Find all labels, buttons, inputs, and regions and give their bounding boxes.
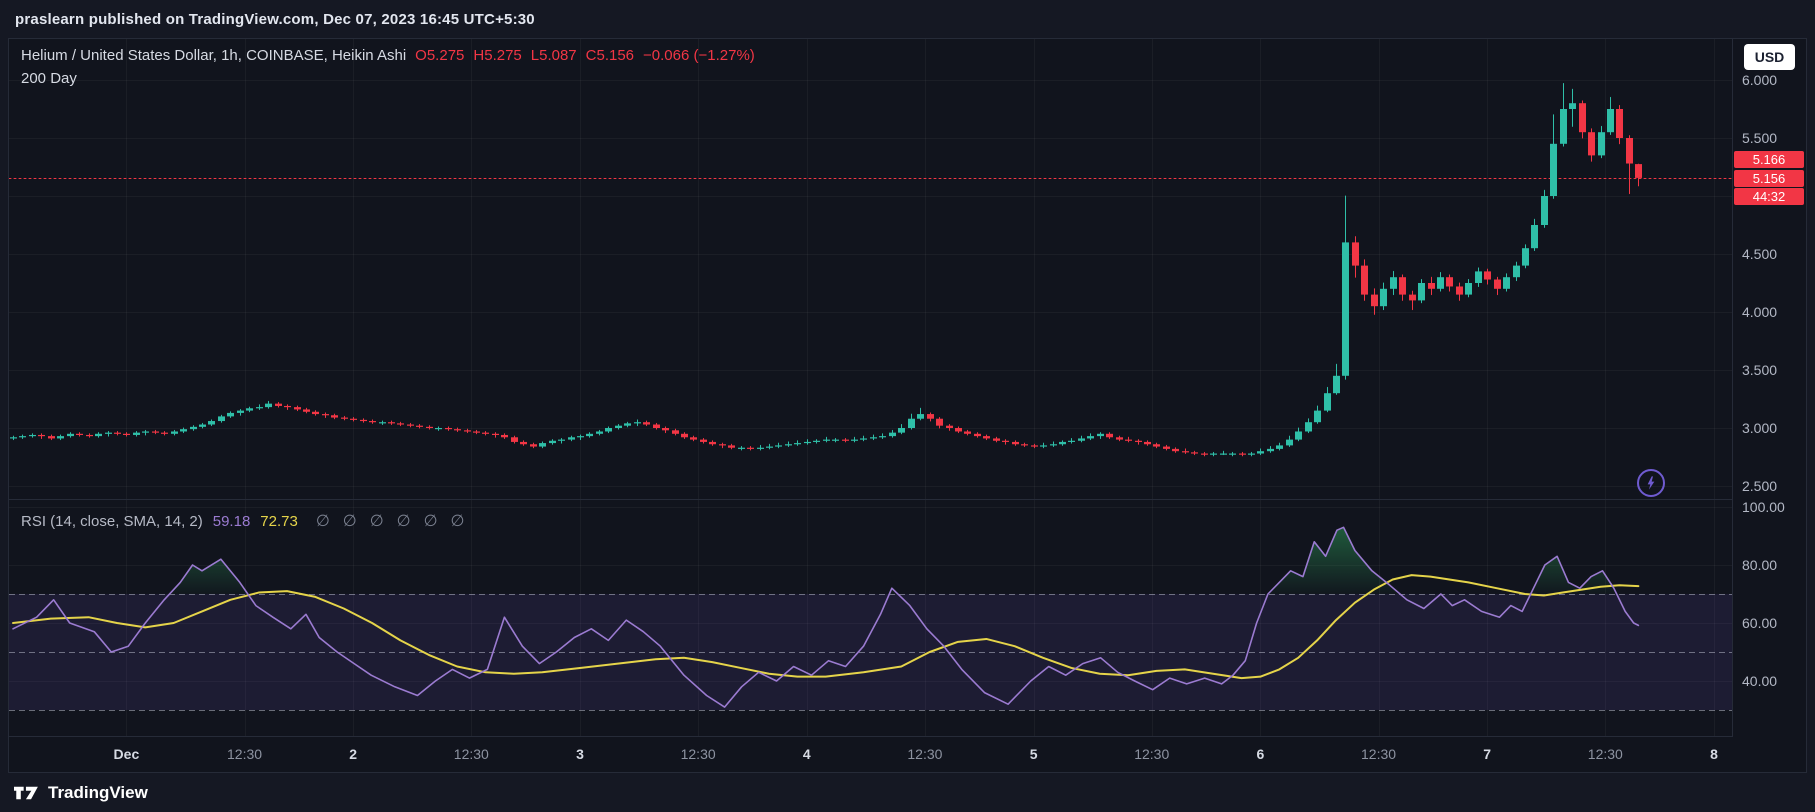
instant-trading-button[interactable] (1637, 469, 1665, 497)
empty-value-icon: ∅ (396, 513, 411, 530)
rsi-title[interactable]: RSI (14, close, SMA, 14, 2) (21, 512, 203, 530)
time-axis-label: 4 (802, 746, 811, 762)
time-axis-label: 12:30 (1134, 746, 1170, 762)
chart-panel: Helium / United States Dollar, 1h, COINB… (8, 38, 1807, 773)
price-axis-label: 4.000 (1742, 304, 1778, 320)
price-axis[interactable]: 6.0005.5005.0004.5004.0003.5003.0002.500… (1732, 39, 1806, 736)
brand-text[interactable]: TradingView (48, 782, 148, 802)
time-axis-label: 7 (1483, 746, 1492, 762)
time-axis-label: 5 (1029, 746, 1038, 762)
time-axis-label: 12:30 (680, 746, 716, 762)
range-legend[interactable]: 200 Day (21, 70, 77, 87)
rsi-value: 59.18 (212, 512, 251, 530)
price-axis-label: 4.500 (1742, 246, 1778, 262)
rsi-axis-label: 100.00 (1742, 499, 1785, 515)
open-value: O5.275 (415, 47, 465, 64)
time-axis-label: 12:30 (226, 746, 263, 762)
time-axis-label: 3 (576, 746, 584, 762)
currency-toggle-button[interactable]: USD (1744, 44, 1795, 70)
rsi-axis-label: 80.00 (1742, 557, 1778, 573)
time-axis-label: Dec (113, 746, 140, 762)
time-axis-label: 12:30 (1587, 746, 1623, 762)
price-axis-label: 2.500 (1742, 478, 1778, 494)
last-price-badge: 5.166 (1734, 151, 1804, 168)
price-axis-label: 3.000 (1742, 420, 1778, 436)
price-axis-label: 3.500 (1742, 362, 1778, 378)
time-axis[interactable]: Dec 12:30 2 12:30 3 12:30 4 12:30 5 12:30 6 12:30 7 1… (9, 736, 1733, 772)
time-axis-label: 8 (1710, 746, 1718, 762)
empty-value-icon: ∅ (369, 513, 384, 530)
rsi-sma-value: 72.73 (260, 512, 298, 530)
time-axis-label: 6 (1256, 746, 1265, 762)
low-value: L5.087 (530, 47, 577, 64)
countdown-badge: 44:32 (1734, 187, 1804, 205)
time-axis-label: 12:30 (907, 746, 943, 762)
empty-value-icon: ∅ (315, 513, 330, 530)
tradingview-logo-icon[interactable] (14, 785, 39, 801)
time-axis-label: 2 (349, 746, 358, 762)
price-axis-label: 5.500 (1742, 130, 1778, 146)
empty-value-icon: ∅ (450, 513, 465, 530)
symbol-title[interactable]: Helium / United States Dollar, 1h, COINB… (21, 47, 407, 64)
last-price-badge: 5.156 (1734, 169, 1804, 187)
footer-bar: TradingView (0, 773, 1815, 812)
publish-bar: praslearn published on TradingView.com, … (0, 0, 1815, 38)
change-value: −0.066 (−1.27%) (643, 47, 755, 64)
rsi-axis-label: 40.00 (1742, 673, 1778, 689)
price-axis-label: 6.000 (1742, 72, 1778, 88)
close-value: C5.156 (585, 47, 635, 64)
publish-text: praslearn published on TradingView.com, … (15, 10, 535, 28)
lightning-icon (1647, 476, 1655, 490)
chart-canvas[interactable] (9, 39, 1733, 736)
rsi-axis-label: 60.00 (1742, 615, 1778, 631)
time-axis-label: 12:30 (1360, 746, 1397, 762)
symbol-legend: Helium / United States Dollar, 1h, COINB… (21, 47, 755, 64)
high-value: H5.275 (473, 47, 522, 64)
rsi-legend: RSI (14, close, SMA, 14, 2) 59.18 72.73 … (21, 511, 464, 531)
time-axis-label: 12:30 (453, 746, 489, 762)
rsi-empty-slots: ∅ ∅ ∅ ∅ ∅ ∅ (316, 511, 465, 531)
empty-value-icon: ∅ (423, 513, 438, 530)
empty-value-icon: ∅ (342, 513, 357, 530)
